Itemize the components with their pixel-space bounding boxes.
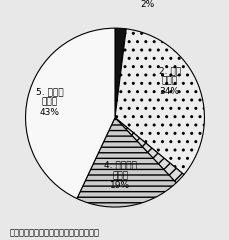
Wedge shape (114, 28, 126, 118)
Text: 4. あまりな
かった
19%: 4. あまりな かった 19% (103, 161, 136, 190)
Wedge shape (114, 118, 183, 183)
Text: 「サメ」を食べることに抵抗があったか: 「サメ」を食べることに抵抗があったか (9, 228, 99, 238)
Text: 2. やや
あった
34%: 2. やや あった 34% (158, 66, 180, 96)
Text: 1. あった
2%: 1. あった 2% (133, 0, 161, 9)
Wedge shape (76, 118, 175, 207)
Wedge shape (25, 28, 114, 198)
Text: 5. 全くな
かった
43%: 5. 全くな かった 43% (36, 87, 63, 117)
Wedge shape (114, 29, 204, 175)
